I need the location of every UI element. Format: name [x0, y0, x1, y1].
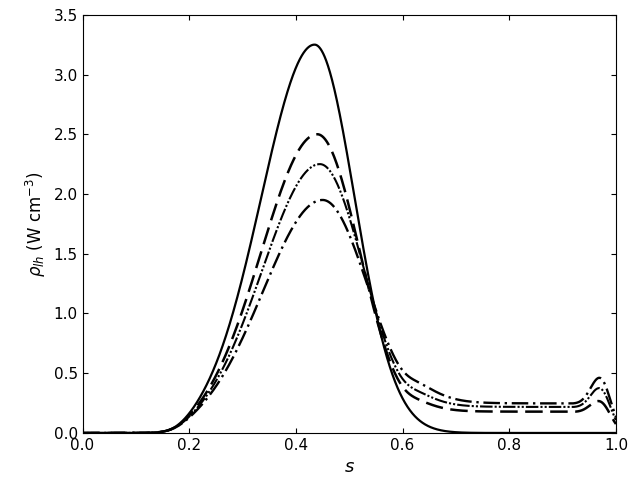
Y-axis label: $\rho_{lh}$ (W cm$^{-3}$): $\rho_{lh}$ (W cm$^{-3}$)	[23, 171, 48, 277]
X-axis label: s: s	[345, 459, 354, 476]
